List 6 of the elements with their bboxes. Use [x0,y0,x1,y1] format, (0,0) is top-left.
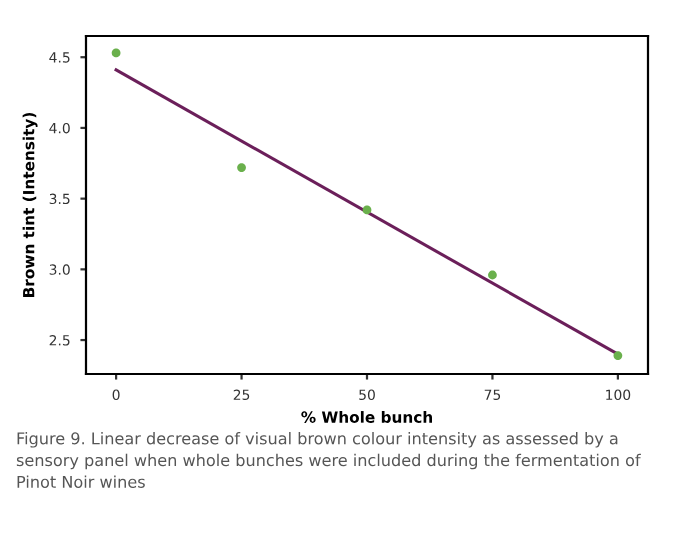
point [488,270,497,280]
point [362,205,372,215]
point [237,163,246,172]
caption: Figure 9. Linear decrease of visual brown colour intensity as assessed by a sensory panel when whole bunches were included during the fermentation of Pinot Noir wines [16,432,641,488]
point [111,48,121,58]
point [613,351,623,361]
